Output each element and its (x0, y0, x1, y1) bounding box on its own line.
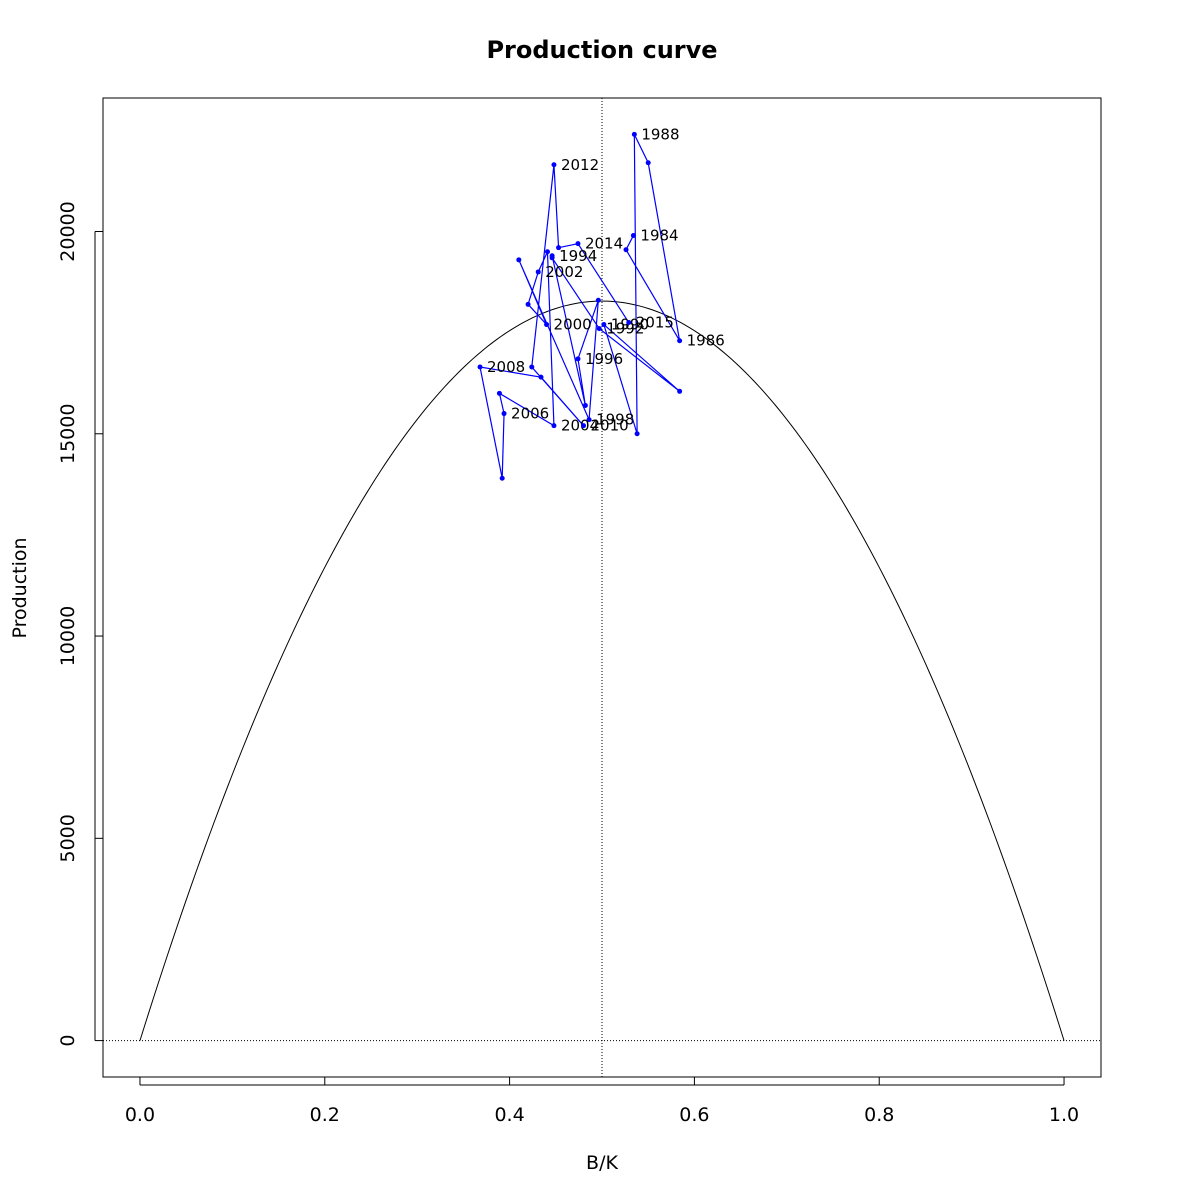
y-tick-label: 20000 (57, 201, 79, 261)
data-point (551, 423, 557, 429)
data-point (535, 269, 541, 275)
data-point (623, 247, 629, 253)
data-label: 2006 (511, 405, 549, 423)
data-point (634, 431, 640, 437)
data-label: 1984 (640, 227, 678, 245)
data-point (477, 364, 483, 370)
x-tick-label: 0.6 (679, 1104, 709, 1126)
data-label: 1986 (687, 332, 725, 350)
data-point (677, 338, 683, 344)
data-label: 2012 (561, 156, 599, 174)
data-point (626, 320, 632, 326)
production-curve (139, 300, 1065, 1041)
data-label: 2014 (585, 235, 623, 253)
x-tick-label: 0.0 (125, 1104, 155, 1126)
x-tick-label: 0.2 (310, 1104, 340, 1126)
data-point (645, 160, 651, 166)
data-label: 1998 (596, 411, 634, 429)
data-point (677, 388, 683, 394)
data-point (499, 475, 505, 481)
data-point (575, 356, 581, 362)
data-point (551, 162, 557, 168)
data-point (596, 326, 602, 332)
x-tick-label: 1.0 (1049, 1104, 1079, 1126)
data-point (575, 241, 581, 247)
y-tick-label: 15000 (57, 404, 79, 464)
data-point (501, 411, 507, 417)
data-point (544, 322, 550, 328)
data-label: 1994 (559, 247, 597, 265)
data-point (538, 374, 544, 380)
data-point (595, 297, 601, 303)
data-label: 1996 (585, 350, 623, 368)
data-point (544, 249, 550, 255)
y-tick-label: 10000 (57, 606, 79, 666)
y-tick-label: 0 (57, 1035, 79, 1047)
data-label: 2004 (561, 417, 599, 435)
data-point (529, 364, 535, 370)
x-tick-label: 0.4 (494, 1104, 524, 1126)
x-axis-label: B/K (586, 1152, 618, 1174)
data-point (582, 402, 588, 408)
data-point (630, 233, 636, 239)
data-point (586, 417, 592, 423)
data-label: 2000 (554, 316, 592, 334)
plot-area: 0.0 0.2 0.4 0.6 0.8 1.0 0 5000 10000 15000 20000 19… (57, 97, 1102, 1126)
data-label: 1992 (606, 320, 644, 338)
data-point (549, 253, 555, 259)
data-point (631, 131, 637, 137)
series-line (479, 134, 681, 479)
data-point (525, 301, 531, 307)
data-point (516, 257, 522, 263)
data-point (601, 322, 607, 328)
data-point (581, 423, 587, 429)
data-label: 1988 (641, 125, 679, 143)
data-label: 2010 (591, 417, 629, 435)
y-tick-label: 5000 (57, 814, 79, 862)
data-label: 2002 (545, 263, 583, 281)
x-tick-label: 0.8 (864, 1104, 894, 1126)
y-axis-label: Production (9, 537, 31, 638)
data-label: 2015 (636, 314, 674, 332)
data-label: 2008 (487, 358, 525, 376)
data-point (556, 245, 562, 251)
chart-title: Production curve (486, 36, 717, 64)
data-point (496, 390, 502, 396)
